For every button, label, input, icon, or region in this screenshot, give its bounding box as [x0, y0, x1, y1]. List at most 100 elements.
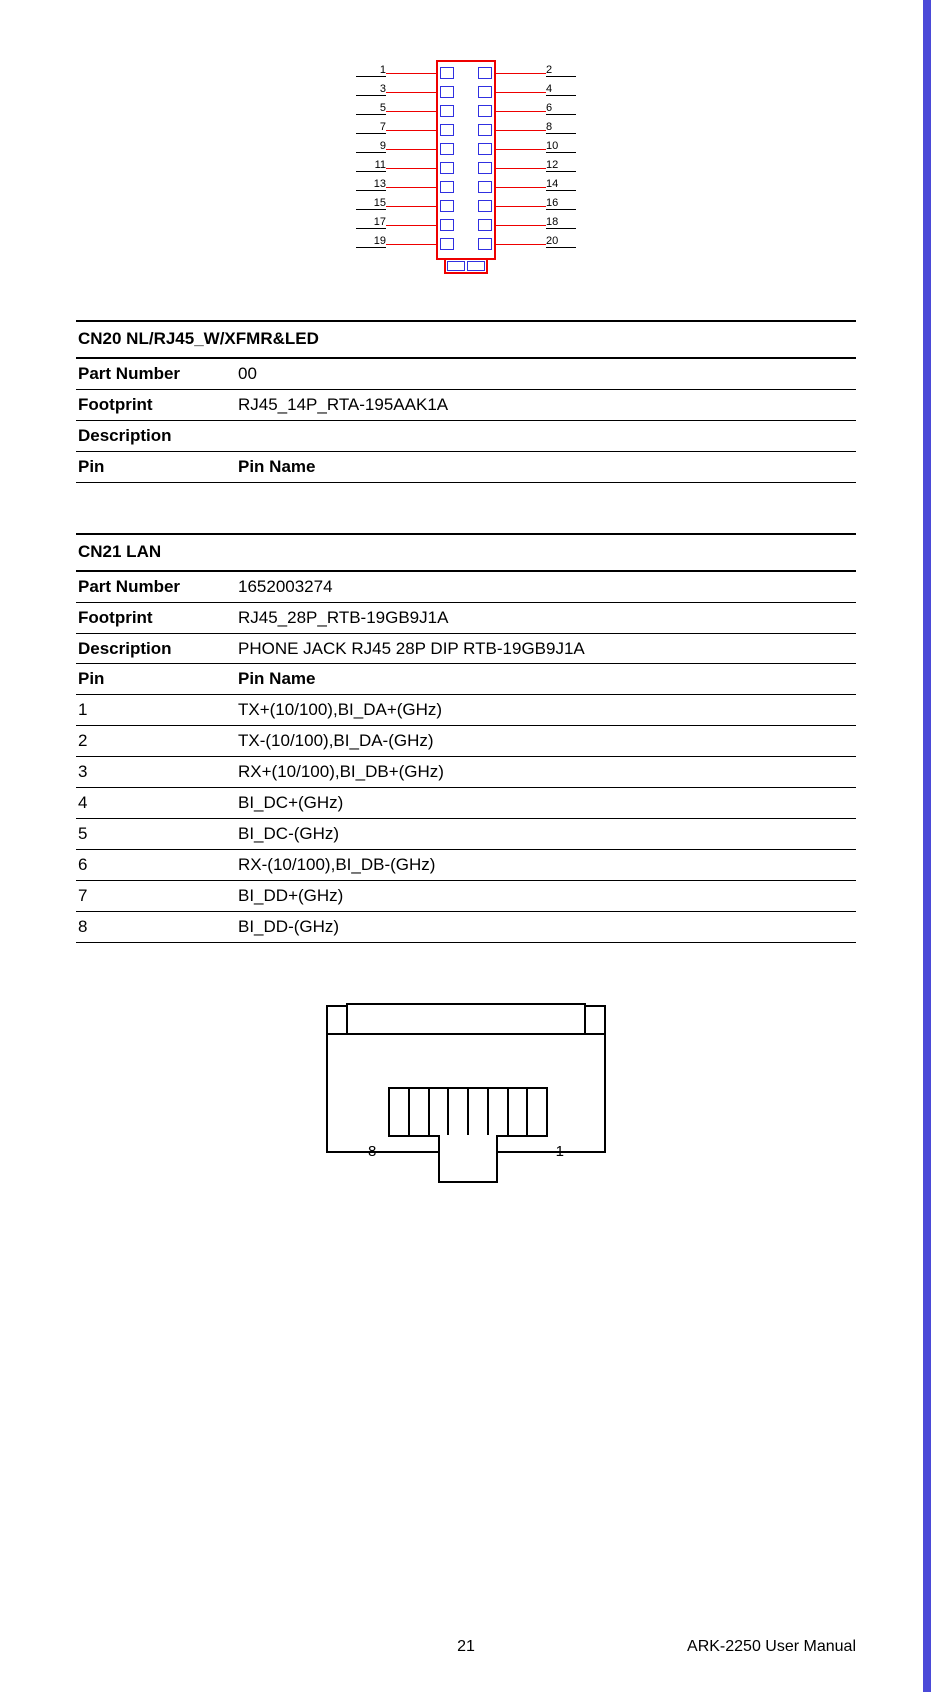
rj45-contact [408, 1089, 428, 1135]
cn20-footprint: RJ45_14P_RTA-195AAK1A [236, 389, 856, 420]
table-row: 8BI_DD-(GHz) [76, 911, 856, 942]
pad [478, 86, 492, 98]
pin-number: 5 [76, 819, 236, 850]
lead [496, 111, 546, 112]
document-title: ARK-2250 User Manual [687, 1638, 856, 1656]
table-row: 2TX-(10/100),BI_DA-(GHz) [76, 726, 856, 757]
pin-number-right: 12 [546, 159, 576, 172]
pad [478, 162, 492, 174]
pin-number: 1 [76, 695, 236, 726]
rj45-diagram: 8 1 [76, 978, 856, 1208]
right-margin-stripe [923, 0, 931, 1692]
pin-number: 7 [76, 881, 236, 912]
pin-number-left: 15 [356, 197, 386, 210]
pad [478, 219, 492, 231]
table-row: 4BI_DC+(GHz) [76, 788, 856, 819]
rj45-contact [487, 1089, 507, 1135]
pin-number-left: 13 [356, 178, 386, 191]
pin-name: RX-(10/100),BI_DB-(GHz) [236, 850, 856, 881]
lead [386, 73, 436, 74]
cn21-title: CN21 LAN [76, 534, 856, 571]
pin-number-left: 3 [356, 83, 386, 96]
lead [386, 130, 436, 131]
pad [478, 181, 492, 193]
pad [478, 143, 492, 155]
pin-number-left: 17 [356, 216, 386, 229]
connector-20pin: 1234567891011121314151617181920 [356, 60, 576, 260]
connector-row: 1314 [356, 178, 576, 196]
pin-number: 3 [76, 757, 236, 788]
cn21-table: CN21 LAN Part Number1652003274 Footprint… [76, 533, 856, 943]
table-row: 3RX+(10/100),BI_DB+(GHz) [76, 757, 856, 788]
pin-number-right: 20 [546, 235, 576, 248]
pad [440, 200, 454, 212]
connector-row: 1718 [356, 216, 576, 234]
pad [478, 124, 492, 136]
lead [496, 187, 546, 188]
lead [386, 206, 436, 207]
lead [386, 149, 436, 150]
label-pin-name: Pin Name [236, 451, 856, 482]
rj45-contact [526, 1089, 546, 1135]
pin-name: TX+(10/100),BI_DA+(GHz) [236, 695, 856, 726]
pin-number-left: 1 [356, 64, 386, 77]
pin-name: BI_DC+(GHz) [236, 788, 856, 819]
connector-row: 1920 [356, 235, 576, 253]
pad [440, 67, 454, 79]
pad [440, 162, 454, 174]
lead [386, 111, 436, 112]
label-part-number: Part Number [76, 358, 236, 389]
lead [496, 92, 546, 93]
lead [496, 73, 546, 74]
label-description: Description [76, 633, 236, 664]
pin-number-left: 11 [356, 159, 386, 172]
label-pin-name: Pin Name [236, 664, 856, 695]
pin-number: 4 [76, 788, 236, 819]
cn21-part-number: 1652003274 [236, 571, 856, 602]
connector-row: 34 [356, 83, 576, 101]
cn20-description [236, 420, 856, 451]
connector-row: 11 12 [356, 159, 576, 177]
lead [496, 244, 546, 245]
pad [478, 238, 492, 250]
pin-name: BI_DC-(GHz) [236, 819, 856, 850]
connector-row: 1516 [356, 197, 576, 215]
pin-number-right: 10 [546, 140, 576, 153]
connector-key [444, 260, 488, 274]
connector-row: 9 10 [356, 140, 576, 158]
connector-row: 78 [356, 121, 576, 139]
pin-number: 6 [76, 850, 236, 881]
label-part-number: Part Number [76, 571, 236, 602]
pin-number-left: 19 [356, 235, 386, 248]
lead [386, 92, 436, 93]
lead [496, 130, 546, 131]
pin-number-right: 6 [546, 102, 576, 115]
rj45-tab [438, 1135, 498, 1183]
label-footprint: Footprint [76, 389, 236, 420]
label-pin: Pin [76, 664, 236, 695]
rj45-contact [390, 1089, 408, 1135]
lead [496, 149, 546, 150]
label-description: Description [76, 420, 236, 451]
pad [478, 200, 492, 212]
table-row: 5BI_DC-(GHz) [76, 819, 856, 850]
pad [440, 238, 454, 250]
pad [440, 219, 454, 231]
cn20-title: CN20 NL/RJ45_W/XFMR&LED [76, 321, 856, 358]
table-row: 6RX-(10/100),BI_DB-(GHz) [76, 850, 856, 881]
connector-row: 12 [356, 64, 576, 82]
pad [440, 143, 454, 155]
page: 1234567891011121314151617181920 CN20 NL/… [0, 0, 931, 1692]
connector-row: 56 [356, 102, 576, 120]
label-pin: Pin [76, 451, 236, 482]
pad [440, 105, 454, 117]
lead [386, 168, 436, 169]
pin-name: RX+(10/100),BI_DB+(GHz) [236, 757, 856, 788]
pad [440, 86, 454, 98]
pin-number-left: 9 [356, 140, 386, 153]
rj45-body: 8 1 [326, 1033, 606, 1153]
pad [440, 124, 454, 136]
rj45-top [346, 1003, 586, 1033]
cn20-part-number: 00 [236, 358, 856, 389]
label-footprint: Footprint [76, 602, 236, 633]
